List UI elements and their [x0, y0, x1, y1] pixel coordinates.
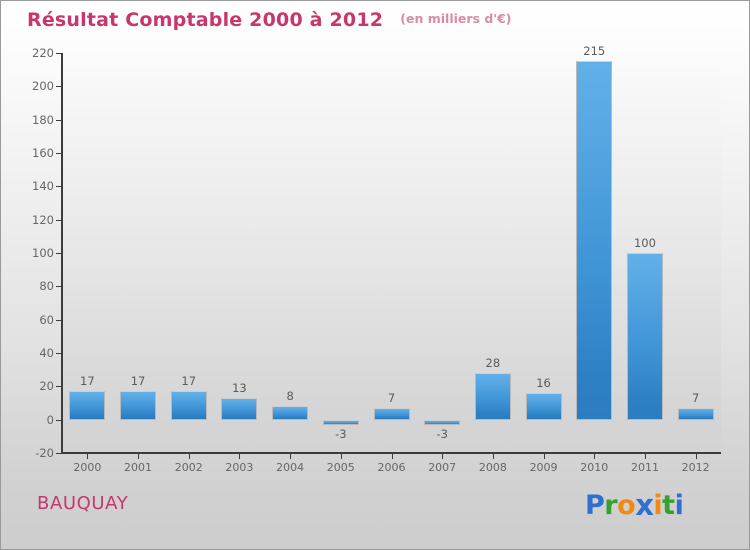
- x-axis-tick: [239, 453, 240, 459]
- y-axis-tick-label: 200: [32, 79, 54, 94]
- y-axis-tick: [56, 353, 63, 354]
- y-axis-tick-label: 160: [32, 146, 54, 160]
- x-axis-tick-label: 2011: [630, 461, 659, 474]
- bar-value-label: 28: [485, 356, 501, 370]
- bar-value-label: 17: [80, 374, 95, 389]
- y-axis-tick-label: 220: [32, 46, 54, 60]
- x-axis-tick: [189, 453, 190, 459]
- y-axis-tick: [56, 286, 63, 287]
- logo-letter: i: [653, 490, 663, 521]
- y-axis-tick-label: 60: [39, 312, 54, 327]
- x-axis-tick: [392, 453, 393, 459]
- chart-header: Résultat Comptable 2000 à 2012 (en milli…: [27, 9, 512, 31]
- x-axis-tick-label: 2010: [580, 461, 609, 474]
- x-axis-tick-label: 2008: [478, 461, 507, 474]
- bar-2012[interactable]: [677, 408, 714, 420]
- chart-subtitle: (en milliers d'€): [400, 11, 512, 26]
- bar-value-label: 215: [583, 44, 606, 59]
- logo-letter: x: [635, 488, 654, 522]
- bar-2002[interactable]: [170, 391, 207, 420]
- x-axis-tick: [87, 453, 88, 459]
- bar-value-label: -3: [335, 426, 347, 441]
- logo-letter: P: [585, 490, 605, 521]
- logo-letter: r: [604, 490, 618, 521]
- y-axis-tick-label: 80: [39, 279, 54, 294]
- bar-value-label: 100: [633, 236, 656, 250]
- y-axis-tick-label: 140: [32, 179, 54, 194]
- y-axis-tick-label: 180: [32, 112, 54, 127]
- y-axis-tick: [56, 320, 63, 321]
- bar-value-label: 7: [387, 391, 396, 405]
- bar-value-label: 17: [181, 374, 197, 389]
- y-axis-tick-label: 100: [32, 246, 54, 260]
- x-axis-tick: [138, 453, 139, 459]
- x-axis-tick-label: 2004: [276, 461, 305, 474]
- page-title: Résultat Comptable 2000 à 2012: [27, 9, 384, 31]
- y-axis-tick: [56, 220, 63, 221]
- bar-value-label: 7: [691, 391, 700, 405]
- y-axis-tick-label: 20: [39, 379, 54, 394]
- x-axis-tick: [544, 453, 545, 459]
- y-axis-tick: [56, 120, 63, 121]
- bar-value-label: 13: [232, 381, 247, 395]
- x-axis-line: [61, 452, 721, 454]
- x-axis-tick-label: 2007: [428, 461, 457, 474]
- y-axis-tick-label: -20: [35, 446, 54, 460]
- bar-value-label: 16: [536, 376, 551, 390]
- y-axis-tick-label: 0: [46, 412, 54, 427]
- y-axis-tick: [56, 453, 63, 454]
- x-axis-tick: [290, 453, 291, 459]
- y-axis-labels: -20 0 20 40 60 80 100 120 140 160 180 200 220: [1, 1, 54, 549]
- logo-letter: t: [662, 490, 675, 521]
- y-axis-tick: [56, 53, 63, 54]
- bar-2010[interactable]: [576, 61, 613, 420]
- bar-2011[interactable]: [626, 253, 663, 420]
- y-axis-tick: [56, 153, 63, 154]
- x-axis-tick: [341, 453, 342, 459]
- x-axis-tick: [645, 453, 646, 459]
- bar-value-label: 17: [130, 374, 146, 389]
- x-axis-tick-label: 2000: [73, 461, 102, 474]
- bar-2008[interactable]: [474, 373, 511, 420]
- x-axis-tick: [493, 453, 494, 459]
- x-axis-tick: [594, 453, 595, 459]
- bar-2003[interactable]: [221, 398, 258, 420]
- x-axis-tick-label: 2003: [225, 461, 254, 474]
- x-axis-tick-label: 2012: [681, 461, 710, 474]
- bar-2001[interactable]: [120, 391, 157, 420]
- bar-2007[interactable]: [424, 419, 461, 425]
- y-axis-tick: [56, 386, 63, 387]
- y-axis-tick-label: 40: [39, 346, 54, 360]
- y-axis-tick: [56, 86, 63, 87]
- bar-2009[interactable]: [525, 393, 562, 420]
- x-axis-tick-label: 2005: [326, 461, 355, 474]
- proxiti-logo[interactable]: Proxiti: [585, 487, 684, 522]
- entity-name: BAUQUAY: [37, 493, 129, 514]
- y-axis-tick: [56, 420, 63, 421]
- x-axis-tick-label: 2002: [174, 461, 203, 474]
- x-axis-tick-label: 2006: [377, 461, 406, 474]
- y-axis-tick-label: 120: [32, 212, 54, 227]
- bar-2004[interactable]: [272, 406, 309, 420]
- bar-2006[interactable]: [373, 408, 410, 420]
- bar-2000[interactable]: [69, 391, 106, 420]
- logo-letter: o: [617, 490, 636, 521]
- x-axis-tick: [442, 453, 443, 459]
- x-axis-tick-label: 2009: [529, 461, 558, 474]
- y-axis-tick: [56, 253, 63, 254]
- logo-letter: i: [674, 490, 684, 521]
- y-axis-tick: [56, 186, 63, 187]
- bar-value-label: -3: [436, 426, 448, 441]
- bar-value-label: 8: [286, 389, 294, 404]
- bar-2005[interactable]: [322, 419, 359, 425]
- x-axis-tick: [696, 453, 697, 459]
- x-axis-tick-label: 2001: [124, 461, 153, 474]
